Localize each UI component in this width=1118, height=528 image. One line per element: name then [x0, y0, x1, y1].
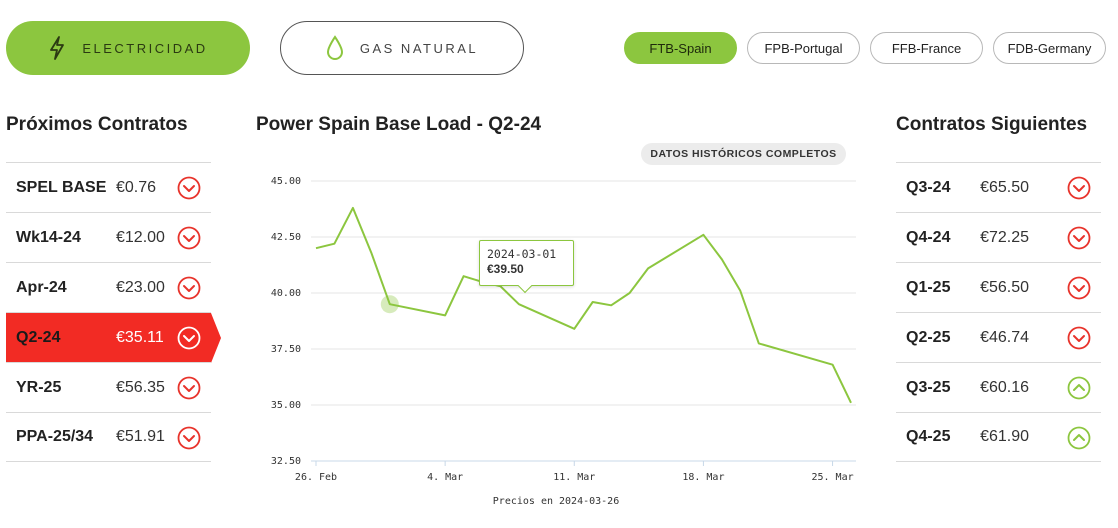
contract-name: Q1-25 — [906, 278, 951, 296]
contract-price: €56.50 — [980, 278, 1029, 296]
gas-toggle[interactable]: GAS NATURAL — [280, 21, 524, 75]
next-contract-row[interactable]: Q2-25 €46.74 — [896, 312, 1101, 362]
chevron-down-circle-icon[interactable] — [177, 376, 201, 400]
x-tick-label: 26. Feb — [295, 472, 337, 483]
y-tick-label: 37.50 — [271, 344, 301, 355]
upcoming-contract-row[interactable]: YR-25 €56.35 — [6, 362, 211, 412]
upcoming-contract-row[interactable]: Apr-24 €23.00 — [6, 262, 211, 312]
contract-price: €72.25 — [980, 228, 1029, 246]
contract-name: Q3-25 — [906, 378, 951, 396]
price-line — [315, 206, 852, 404]
upcoming-contract-row[interactable]: Wk14-24 €12.00 — [6, 212, 211, 262]
chevron-down-circle-icon[interactable] — [177, 276, 201, 300]
next-contract-row[interactable]: Q1-25 €56.50 — [896, 262, 1101, 312]
chevron-up-circle-icon[interactable] — [1067, 376, 1091, 400]
x-tick-label: 25. Mar — [811, 472, 853, 483]
chart-tooltip: 2024-03-01 €39.50 — [479, 240, 574, 286]
tooltip-value: €39.50 — [487, 262, 524, 276]
y-tick-label: 35.00 — [271, 400, 301, 411]
chevron-down-circle-icon[interactable] — [177, 426, 201, 450]
chart-title: Power Spain Base Load - Q2-24 — [256, 114, 542, 135]
right-panel-title: Contratos Siguientes — [896, 114, 1088, 135]
chevron-down-circle-icon[interactable] — [177, 326, 201, 350]
y-tick-label: 32.50 — [271, 456, 301, 467]
contract-price: €60.16 — [980, 378, 1029, 396]
upcoming-contract-row[interactable]: PPA-25/34 €51.91 — [6, 412, 211, 462]
contract-price: €0.76 — [116, 178, 157, 196]
contract-name: Q4-24 — [906, 228, 951, 246]
contract-name: Q3-24 — [906, 178, 951, 196]
next-contracts-table: Q3-24 €65.50 Q4-24 €72.25 Q1-25 €56.50 Q2-25 €4… — [896, 162, 1101, 462]
price-chart: 32.50 35.00 37.50 40.00 42.50 45.00 26. Feb 4. … — [271, 176, 856, 483]
contract-price: €12.00 — [116, 228, 165, 246]
tab-ffb-france[interactable]: FFB-France — [870, 32, 983, 64]
chevron-down-circle-icon[interactable] — [1067, 226, 1091, 250]
chevron-down-circle-icon[interactable] — [177, 176, 201, 200]
contract-price: €61.90 — [980, 428, 1029, 445]
x-tick-label: 11. Mar — [553, 472, 595, 483]
contract-price: €23.00 — [116, 278, 165, 296]
contract-name: Wk14-24 — [16, 228, 81, 246]
chevron-up-circle-icon[interactable] — [1067, 426, 1091, 450]
hover-point — [380, 295, 399, 314]
upcoming-contracts-table: SPEL BASE €0.76 Wk14-24 €12.00 Apr-24 €23.00 Q… — [6, 162, 221, 462]
next-contract-row[interactable]: Q4-24 €72.25 — [896, 212, 1101, 262]
upcoming-contract-row[interactable]: SPEL BASE €0.76 — [6, 162, 211, 212]
contract-name: Q2-24 — [16, 328, 61, 346]
upcoming-contract-row[interactable]: Q2-24 €35.11 — [6, 312, 221, 363]
next-contract-row[interactable]: Q4-25 €61.90 — [896, 412, 1101, 462]
y-tick-label: 40.00 — [271, 288, 301, 299]
contract-name: PPA-25/34 — [16, 428, 94, 445]
electricity-toggle[interactable]: ELECTRICIDAD — [6, 21, 250, 75]
contract-name: Q4-25 — [906, 428, 951, 445]
tooltip-date: 2024-03-01 — [487, 247, 557, 261]
contract-price: €56.35 — [116, 378, 165, 396]
contract-name: SPEL BASE — [16, 178, 107, 196]
contract-price: €51.91 — [116, 428, 165, 445]
y-tick-label: 45.00 — [271, 176, 301, 187]
historical-data-button[interactable]: DATOS HISTÓRICOS COMPLETOS — [641, 143, 846, 165]
lightning-icon — [48, 36, 66, 60]
tab-fdb-germany[interactable]: FDB-Germany — [993, 32, 1106, 64]
x-tick-label: 4. Mar — [427, 472, 463, 483]
chevron-down-circle-icon[interactable] — [177, 226, 201, 250]
price-date-note: Precios en 2024-03-26 — [492, 496, 620, 507]
y-tick-label: 42.50 — [271, 232, 301, 243]
next-contract-row[interactable]: Q3-24 €65.50 — [896, 162, 1101, 212]
contract-price: €46.74 — [980, 328, 1029, 346]
contract-price: €65.50 — [980, 178, 1029, 196]
x-tick-label: 18. Mar — [682, 472, 724, 483]
next-contract-row[interactable]: Q3-25 €60.16 — [896, 362, 1101, 412]
gas-label: GAS NATURAL — [359, 40, 479, 56]
contract-price: €35.11 — [116, 328, 164, 346]
chevron-down-circle-icon[interactable] — [1067, 326, 1091, 350]
flame-drop-icon — [326, 35, 344, 61]
selected-pointer — [211, 313, 221, 363]
contract-name: Apr-24 — [16, 278, 67, 296]
tab-fpb-portugal[interactable]: FPB-Portugal — [747, 32, 860, 64]
chevron-down-circle-icon[interactable] — [1067, 276, 1091, 300]
chevron-down-circle-icon[interactable] — [1067, 176, 1091, 200]
electricity-label: ELECTRICIDAD — [82, 40, 208, 56]
left-panel-title: Próximos Contratos — [6, 114, 188, 135]
tab-ftb-spain[interactable]: FTB-Spain — [624, 32, 737, 64]
contract-name: YR-25 — [16, 378, 62, 396]
contract-name: Q2-25 — [906, 328, 951, 346]
